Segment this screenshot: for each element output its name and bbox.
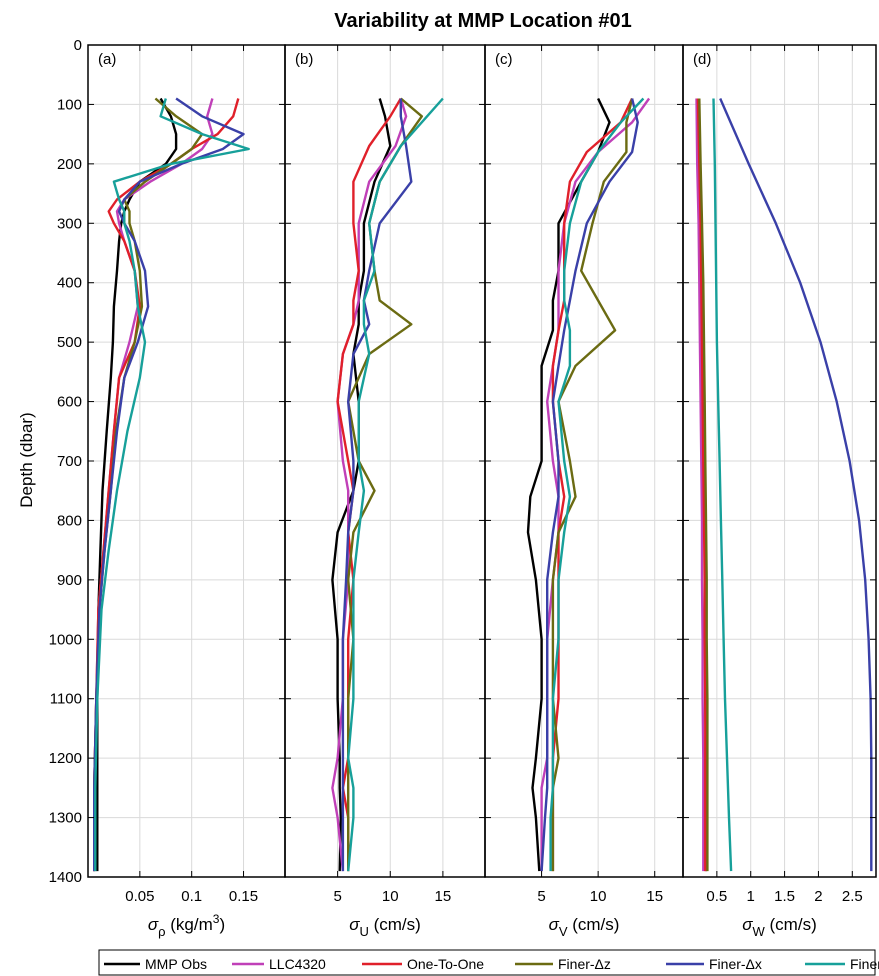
panel-3: (c) 5 10 15 σV (cm/s) (484, 44, 684, 939)
y-tick-label: 700 (57, 453, 82, 470)
panel-2: (b) 5 10 15 σU (cm/s) (284, 44, 486, 939)
panel-4: (d) 0.5 1 1.5 2 2.5 σW (cm/s) (682, 44, 877, 939)
legend-label: Finer-Δx (709, 956, 762, 972)
x-tick-label: 0.15 (229, 888, 258, 905)
y-tick-label: 1300 (49, 810, 82, 827)
y-axis-label: Depth (dbar) (17, 412, 36, 507)
x-tick-label: 0.5 (706, 888, 727, 905)
y-tick-label: 800 (57, 512, 82, 529)
legend-label: LLC4320 (269, 956, 326, 972)
y-tick-labels: 0 100 200 300 400 500 600 700 800 900 1000 1100 1200… (49, 37, 82, 886)
y-tick-label: 0 (74, 37, 82, 54)
series-line-mmp-obs (526, 97, 611, 872)
x-axis-label: σW (cm/s) (742, 915, 816, 939)
series-line-finer-z (551, 98, 634, 872)
series-line-finer-x (540, 98, 639, 872)
legend-label: MMP Obs (145, 956, 207, 972)
legend-label: Finer-Δz (558, 956, 611, 972)
series-line-finer-x (341, 98, 413, 872)
series-line-finer-both (549, 97, 645, 872)
x-tick-label: 0.1 (181, 888, 202, 905)
y-tick-label: 300 (57, 215, 82, 232)
y-tick-label: 900 (57, 572, 82, 589)
panel-label: (b) (295, 51, 313, 68)
series-line-finer-x (92, 97, 245, 872)
series-line-llc4320 (331, 98, 408, 872)
series-line-llc4320 (695, 98, 705, 872)
y-tick-label: 1400 (49, 869, 82, 886)
series-line-finer-both (347, 97, 444, 872)
legend-label: One-To-One (407, 956, 484, 972)
legend: MMP Obs LLC4320 One-To-One Finer-Δz Finer-Δx… (98, 949, 879, 976)
x-tick-label: 1 (747, 888, 755, 905)
x-tick-label: 15 (646, 888, 663, 905)
y-tick-label: 1200 (49, 750, 82, 767)
x-tick-label: 2.5 (842, 888, 863, 905)
series-line-finer-both (94, 98, 250, 872)
series-line-finer-z (698, 98, 709, 872)
x-tick-label: 1.5 (774, 888, 795, 905)
legend-box (98, 949, 876, 976)
x-axis-label: σU (cm/s) (349, 915, 421, 939)
panel-label: (a) (98, 51, 116, 68)
series-line-finer-both (712, 98, 733, 872)
x-tick-label: 10 (382, 888, 399, 905)
panel-frame (682, 44, 877, 878)
x-tick-label: 2 (814, 888, 822, 905)
x-tick-label: 0.05 (125, 888, 154, 905)
x-axis-label: σV (cm/s) (549, 915, 620, 939)
y-tick-label: 400 (57, 275, 82, 292)
chart-title: Variability at MMP Location #01 (334, 10, 632, 32)
series-line-finer-x (719, 98, 873, 872)
x-tick-label: 5 (537, 888, 545, 905)
y-tick-label: 1100 (50, 691, 82, 708)
series-line-one-to-one (696, 98, 707, 872)
x-tick-label: 15 (435, 888, 452, 905)
y-tick-label: 600 (57, 394, 82, 411)
legend-label: Finer-Both (850, 956, 879, 972)
y-tick-label: 1000 (49, 631, 82, 648)
y-tick-label: 200 (57, 156, 82, 173)
panel-label: (c) (495, 51, 513, 68)
y-tick-label: 100 (57, 96, 82, 113)
series-line-one-to-one (92, 98, 240, 872)
x-axis-label: σρ (kg/m3) (148, 912, 225, 939)
x-tick-label: 5 (333, 888, 341, 905)
y-tick-label: 500 (57, 334, 82, 351)
panel-label: (d) (693, 51, 711, 68)
x-tick-label: 10 (590, 888, 607, 905)
